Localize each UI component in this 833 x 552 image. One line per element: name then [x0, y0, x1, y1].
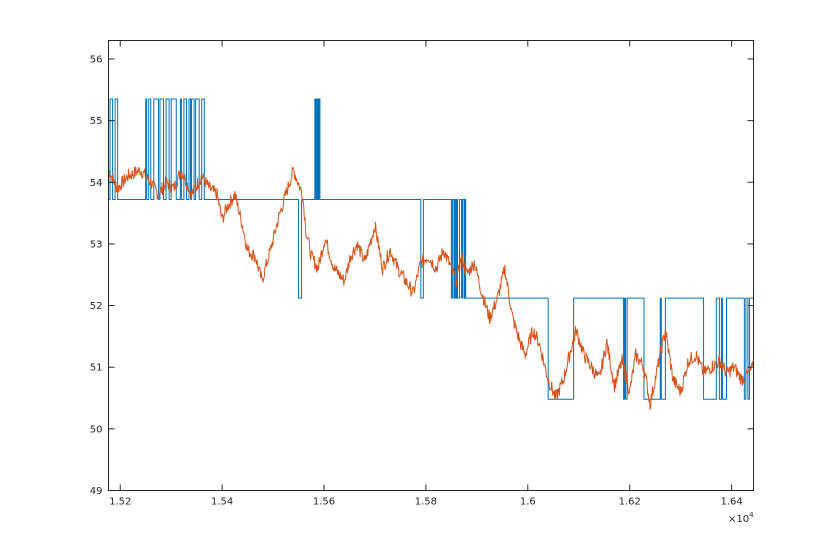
- x-axis: 1.52 1.54 1.56 1.58 1.6 1.62 1.64: [109, 40, 743, 508]
- y-tick-label: 54: [90, 178, 103, 189]
- series-2-noisy-line: [108, 166, 754, 411]
- x-tick-label: 1.58: [415, 497, 437, 508]
- y-tick-label: 50: [90, 424, 103, 435]
- x-tick-label: 1.62: [619, 497, 641, 508]
- x-tick-label: 1.6: [520, 497, 536, 508]
- axes-box: [108, 40, 754, 491]
- x-tick-label: 1.52: [109, 497, 131, 508]
- x-tick-label: 1.54: [211, 497, 233, 508]
- x-tick-label: 1.56: [313, 497, 335, 508]
- series-layer: [108, 98, 754, 411]
- y-axis: 49 50 51 52 53 54 55 56: [90, 54, 754, 497]
- x-exponent-label: ×104: [728, 511, 754, 525]
- y-tick-label: 52: [90, 301, 103, 312]
- plot-background: [108, 40, 754, 491]
- y-tick-label: 53: [90, 239, 103, 250]
- y-tick-label: 56: [90, 54, 103, 65]
- x-exponent-power: 4: [749, 511, 754, 519]
- y-tick-label: 51: [90, 363, 103, 374]
- x-tick-label: 1.64: [720, 497, 742, 508]
- y-tick-label: 49: [90, 486, 103, 497]
- y-tick-label: 55: [90, 116, 103, 127]
